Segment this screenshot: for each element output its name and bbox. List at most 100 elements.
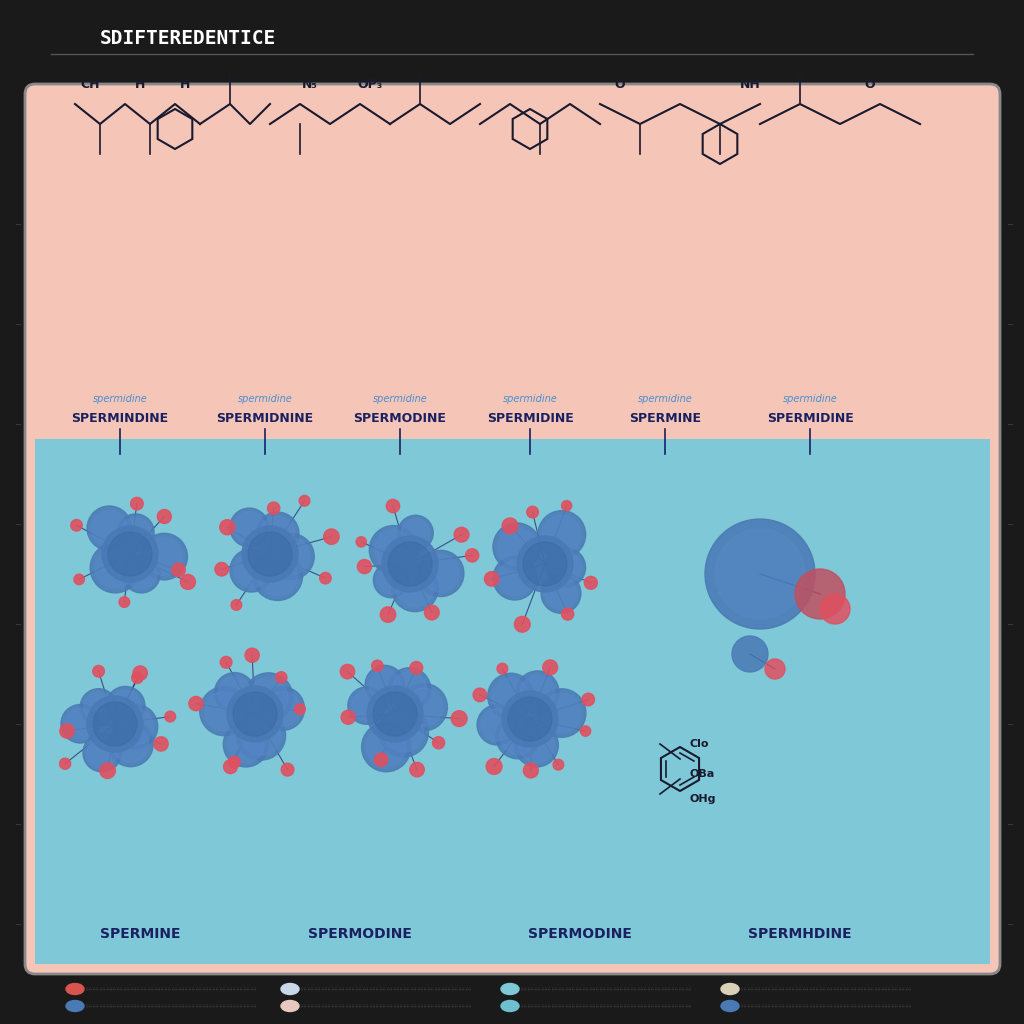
Text: ─: ─ bbox=[15, 620, 20, 629]
Circle shape bbox=[319, 572, 331, 584]
Text: SPERMINE: SPERMINE bbox=[99, 927, 180, 941]
Text: SPERMIDNINE: SPERMIDNINE bbox=[216, 413, 313, 426]
Circle shape bbox=[519, 728, 554, 763]
Circle shape bbox=[502, 691, 558, 746]
Circle shape bbox=[348, 687, 385, 724]
Circle shape bbox=[581, 726, 591, 736]
Circle shape bbox=[422, 555, 460, 592]
Text: ─: ─ bbox=[15, 720, 20, 728]
Circle shape bbox=[220, 519, 234, 535]
Circle shape bbox=[501, 719, 536, 755]
Circle shape bbox=[256, 512, 299, 555]
Text: SPERMODINE: SPERMODINE bbox=[308, 927, 412, 941]
Circle shape bbox=[227, 686, 283, 742]
Circle shape bbox=[133, 666, 147, 680]
Circle shape bbox=[715, 529, 805, 618]
Circle shape bbox=[517, 536, 573, 592]
Circle shape bbox=[487, 673, 534, 720]
Text: spermidine: spermidine bbox=[503, 394, 557, 404]
Circle shape bbox=[214, 673, 255, 713]
Circle shape bbox=[705, 519, 815, 629]
Circle shape bbox=[370, 525, 418, 574]
FancyBboxPatch shape bbox=[30, 89, 995, 439]
Circle shape bbox=[585, 577, 597, 589]
Text: N₅: N₅ bbox=[302, 78, 317, 90]
Ellipse shape bbox=[721, 983, 739, 994]
Text: ─: ─ bbox=[15, 519, 20, 528]
Circle shape bbox=[93, 702, 137, 746]
Circle shape bbox=[273, 539, 309, 574]
Circle shape bbox=[223, 760, 238, 773]
Circle shape bbox=[400, 683, 447, 731]
Text: CH: CH bbox=[80, 78, 99, 90]
Text: O: O bbox=[614, 78, 626, 90]
Text: ─: ─ bbox=[1008, 420, 1013, 428]
Text: spermidine: spermidine bbox=[92, 394, 147, 404]
Circle shape bbox=[454, 527, 469, 542]
Text: ─: ─ bbox=[1008, 219, 1013, 228]
Circle shape bbox=[484, 571, 499, 586]
Circle shape bbox=[379, 708, 428, 757]
Circle shape bbox=[543, 659, 558, 675]
Circle shape bbox=[538, 689, 586, 737]
Bar bbox=[35, 424, 990, 434]
Circle shape bbox=[233, 512, 265, 543]
Circle shape bbox=[545, 578, 577, 609]
Text: spermidine: spermidine bbox=[638, 394, 692, 404]
Ellipse shape bbox=[501, 1000, 519, 1012]
Circle shape bbox=[249, 678, 288, 717]
Circle shape bbox=[473, 688, 486, 701]
Circle shape bbox=[223, 722, 268, 767]
Text: SPERMINDINE: SPERMINDINE bbox=[72, 413, 169, 426]
Circle shape bbox=[102, 526, 158, 582]
Circle shape bbox=[248, 532, 292, 575]
Text: ─: ─ bbox=[1008, 319, 1013, 329]
Ellipse shape bbox=[721, 1000, 739, 1012]
Text: ─: ─ bbox=[1008, 620, 1013, 629]
Circle shape bbox=[71, 519, 82, 531]
Circle shape bbox=[493, 678, 529, 715]
Circle shape bbox=[373, 692, 417, 736]
Text: ─: ─ bbox=[15, 920, 20, 929]
Text: SPERMODINE: SPERMODINE bbox=[353, 413, 446, 426]
Circle shape bbox=[384, 713, 424, 752]
Circle shape bbox=[486, 759, 502, 774]
Circle shape bbox=[388, 668, 431, 711]
Circle shape bbox=[118, 709, 154, 744]
Circle shape bbox=[404, 688, 442, 726]
Circle shape bbox=[121, 517, 151, 547]
Circle shape bbox=[299, 496, 310, 506]
Circle shape bbox=[765, 659, 785, 679]
Circle shape bbox=[396, 569, 433, 607]
Text: OHg: OHg bbox=[690, 794, 717, 804]
Circle shape bbox=[542, 693, 581, 732]
Circle shape bbox=[83, 733, 122, 772]
Circle shape bbox=[119, 597, 130, 607]
Circle shape bbox=[87, 696, 143, 752]
Circle shape bbox=[229, 508, 268, 547]
Circle shape bbox=[244, 673, 293, 722]
Circle shape bbox=[93, 666, 104, 677]
Circle shape bbox=[234, 553, 269, 588]
Circle shape bbox=[424, 605, 439, 620]
Circle shape bbox=[351, 691, 382, 721]
Text: O: O bbox=[864, 78, 876, 90]
Circle shape bbox=[188, 696, 203, 711]
Circle shape bbox=[324, 529, 339, 545]
Circle shape bbox=[227, 726, 264, 763]
Text: spermidine: spermidine bbox=[373, 394, 427, 404]
Circle shape bbox=[582, 693, 595, 706]
Circle shape bbox=[356, 537, 367, 547]
Text: SPERMIDINE: SPERMIDINE bbox=[486, 413, 573, 426]
Circle shape bbox=[268, 534, 314, 580]
Circle shape bbox=[200, 687, 249, 735]
Circle shape bbox=[496, 715, 540, 759]
Bar bbox=[35, 424, 990, 964]
Circle shape bbox=[105, 686, 145, 726]
Circle shape bbox=[80, 689, 117, 725]
Circle shape bbox=[520, 675, 555, 710]
Circle shape bbox=[59, 758, 71, 769]
Circle shape bbox=[131, 498, 143, 510]
Ellipse shape bbox=[66, 1000, 84, 1012]
Circle shape bbox=[820, 594, 850, 624]
